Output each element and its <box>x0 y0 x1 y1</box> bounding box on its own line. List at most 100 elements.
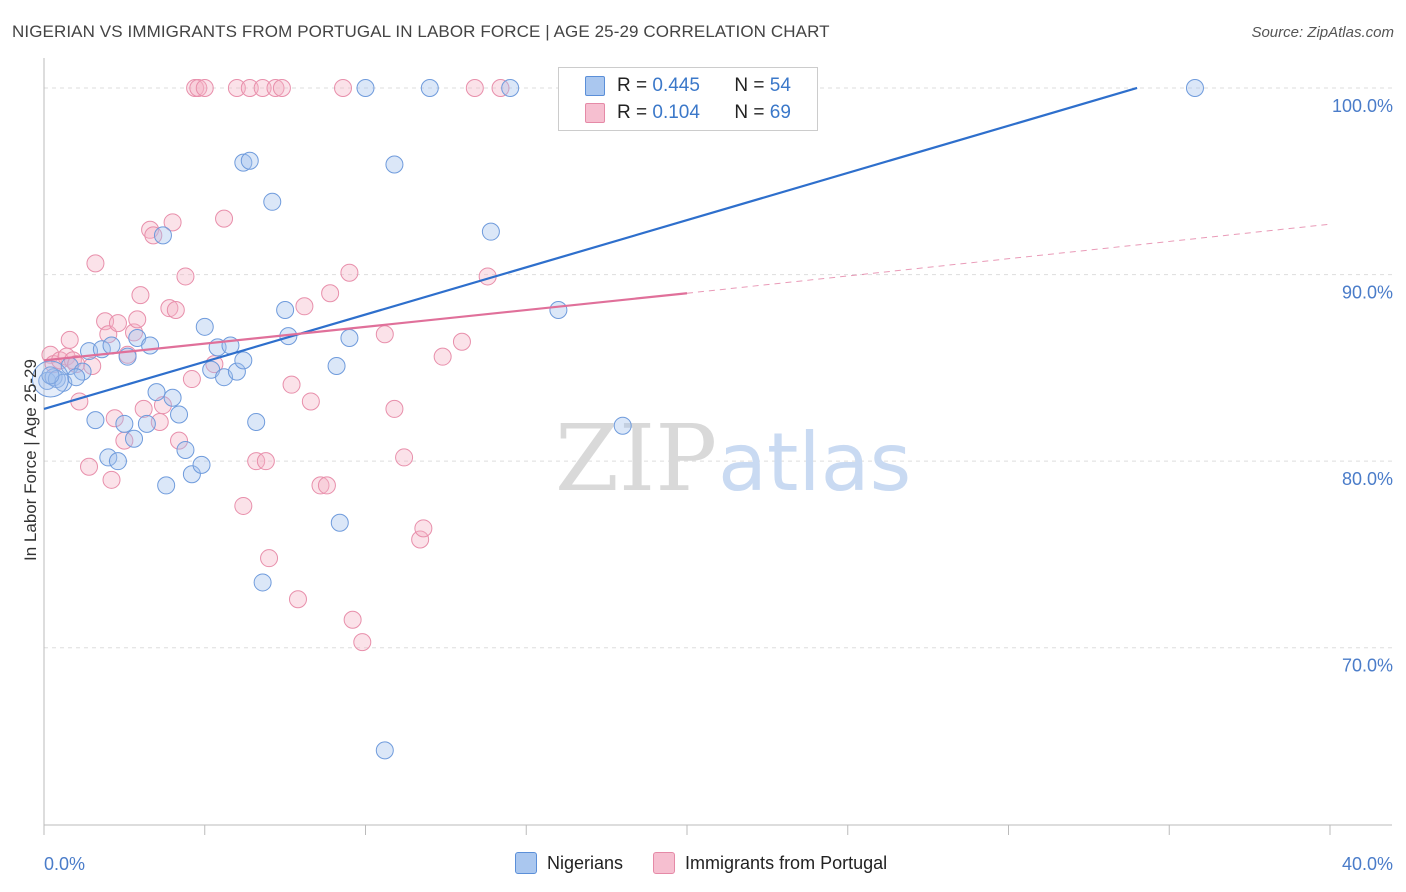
data-cluster-nigerians <box>31 360 69 398</box>
legend-n-label: N = <box>734 102 765 123</box>
data-point-nigerians <box>147 383 166 402</box>
data-point-nigerians <box>240 151 259 170</box>
data-point-nigerians <box>234 153 253 172</box>
data-point-portugal <box>234 496 253 515</box>
data-point-portugal <box>60 330 79 349</box>
trend-line-nigerians <box>43 86 1138 410</box>
legend-r-value: 0.104 <box>652 102 700 123</box>
data-point-portugal <box>144 226 163 245</box>
data-point-portugal <box>395 448 414 467</box>
legend-item-portugal: Immigrants from Portugal <box>653 852 887 874</box>
legend-row-portugal: R = 0.104 N = 69 <box>585 100 791 126</box>
data-point-nigerians <box>125 429 144 448</box>
legend-swatch-blue <box>585 76 605 96</box>
data-point-portugal <box>67 355 86 374</box>
data-point-portugal <box>86 254 105 273</box>
data-point-nigerians <box>86 411 105 430</box>
source-label: Source: ZipAtlas.com <box>1251 24 1394 41</box>
y-axis-label: In Labor Force | Age 25-29 <box>21 359 40 561</box>
data-point-portugal <box>411 530 430 549</box>
data-point-portugal <box>102 470 121 489</box>
trend-lines <box>43 86 1331 410</box>
watermark-zip: ZIP <box>555 405 717 512</box>
data-point-portugal <box>340 263 359 282</box>
legend-n-label: N = <box>734 75 765 96</box>
data-point-nigerians <box>234 351 253 370</box>
data-point-portugal <box>240 78 259 97</box>
data-point-portugal <box>253 78 272 97</box>
data-point-portugal <box>282 375 301 394</box>
data-point-nigerians <box>44 368 63 387</box>
data-point-nigerians <box>420 78 439 97</box>
data-point-portugal <box>247 452 266 471</box>
data-point-nigerians <box>102 336 121 355</box>
data-point-portugal <box>266 78 285 97</box>
data-point-nigerians <box>182 465 201 484</box>
x-tick-label-min: 0.0% <box>44 854 85 874</box>
data-point-portugal <box>70 392 89 411</box>
data-point-portugal <box>195 78 214 97</box>
data-point-nigerians <box>99 448 118 467</box>
data-point-portugal <box>176 267 195 286</box>
data-point-portugal <box>452 332 471 351</box>
data-point-nigerians <box>549 301 568 320</box>
x-tick-label-max: 40.0% <box>1342 854 1393 874</box>
legend-swatch-nigerians <box>515 852 537 874</box>
trend-line-portugal <box>43 292 688 362</box>
y-tick-label: 80.0% <box>1342 469 1393 489</box>
data-point-portugal <box>260 549 279 568</box>
series-nigerians <box>31 78 1204 760</box>
axes <box>43 58 1392 835</box>
data-point-nigerians <box>170 405 189 424</box>
data-point-portugal <box>160 299 179 318</box>
data-point-nigerians <box>327 357 346 375</box>
correlation-legend: R = 0.445 N = 54 R = 0.104 N = 69 <box>558 67 818 131</box>
data-point-portugal <box>272 78 291 97</box>
data-point-portugal <box>182 370 201 389</box>
gridlines <box>44 87 1392 649</box>
y-tick-label: 100.0% <box>1332 96 1393 116</box>
data-point-nigerians <box>356 78 375 97</box>
data-point-nigerians <box>227 362 246 381</box>
series-immigrants-from-portugal <box>41 78 587 652</box>
legend-swatch-pink <box>585 103 605 123</box>
data-point-nigerians <box>501 78 520 97</box>
tick-labels: 70.0% 80.0% 90.0% 100.0% 0.0% 40.0% <box>44 96 1393 874</box>
data-point-nigerians <box>163 388 182 407</box>
data-point-nigerians <box>253 573 272 592</box>
legend-swatch-portugal <box>653 852 676 874</box>
data-point-portugal <box>491 78 510 97</box>
data-point-nigerians <box>195 317 214 336</box>
data-point-nigerians <box>141 336 160 355</box>
trend-line-portugal-extension <box>686 223 1331 294</box>
data-point-portugal <box>189 78 208 97</box>
legend-r-label: R = <box>617 102 648 123</box>
data-point-nigerians <box>276 301 295 320</box>
data-point-portugal <box>465 78 484 97</box>
legend-label-portugal: Immigrants from Portugal <box>685 852 888 873</box>
data-point-portugal <box>215 209 234 228</box>
data-point-portugal <box>83 357 102 375</box>
data-point-nigerians <box>385 155 404 174</box>
data-point-portugal <box>385 399 404 418</box>
data-point-portugal <box>353 633 372 652</box>
data-point-nigerians <box>137 414 156 433</box>
legend-item-nigerians: Nigerians <box>515 852 623 874</box>
legend-r-label: R = <box>617 75 648 96</box>
data-point-portugal <box>317 476 336 495</box>
data-point-nigerians <box>67 368 86 387</box>
legend-row-nigerians: R = 0.445 N = 54 <box>585 73 791 99</box>
data-point-portugal <box>311 476 330 495</box>
data-point-portugal <box>128 310 147 329</box>
legend-n-value: 54 <box>769 75 791 96</box>
data-point-nigerians <box>115 414 134 433</box>
legend-label-nigerians: Nigerians <box>547 852 624 873</box>
y-tick-label: 90.0% <box>1342 283 1393 303</box>
data-point-portugal <box>105 409 124 428</box>
data-point-portugal <box>131 286 150 305</box>
watermark-atlas: atlas <box>718 416 911 509</box>
data-point-nigerians <box>247 412 266 431</box>
data-point-portugal <box>288 590 307 609</box>
data-point-nigerians <box>1185 78 1204 97</box>
